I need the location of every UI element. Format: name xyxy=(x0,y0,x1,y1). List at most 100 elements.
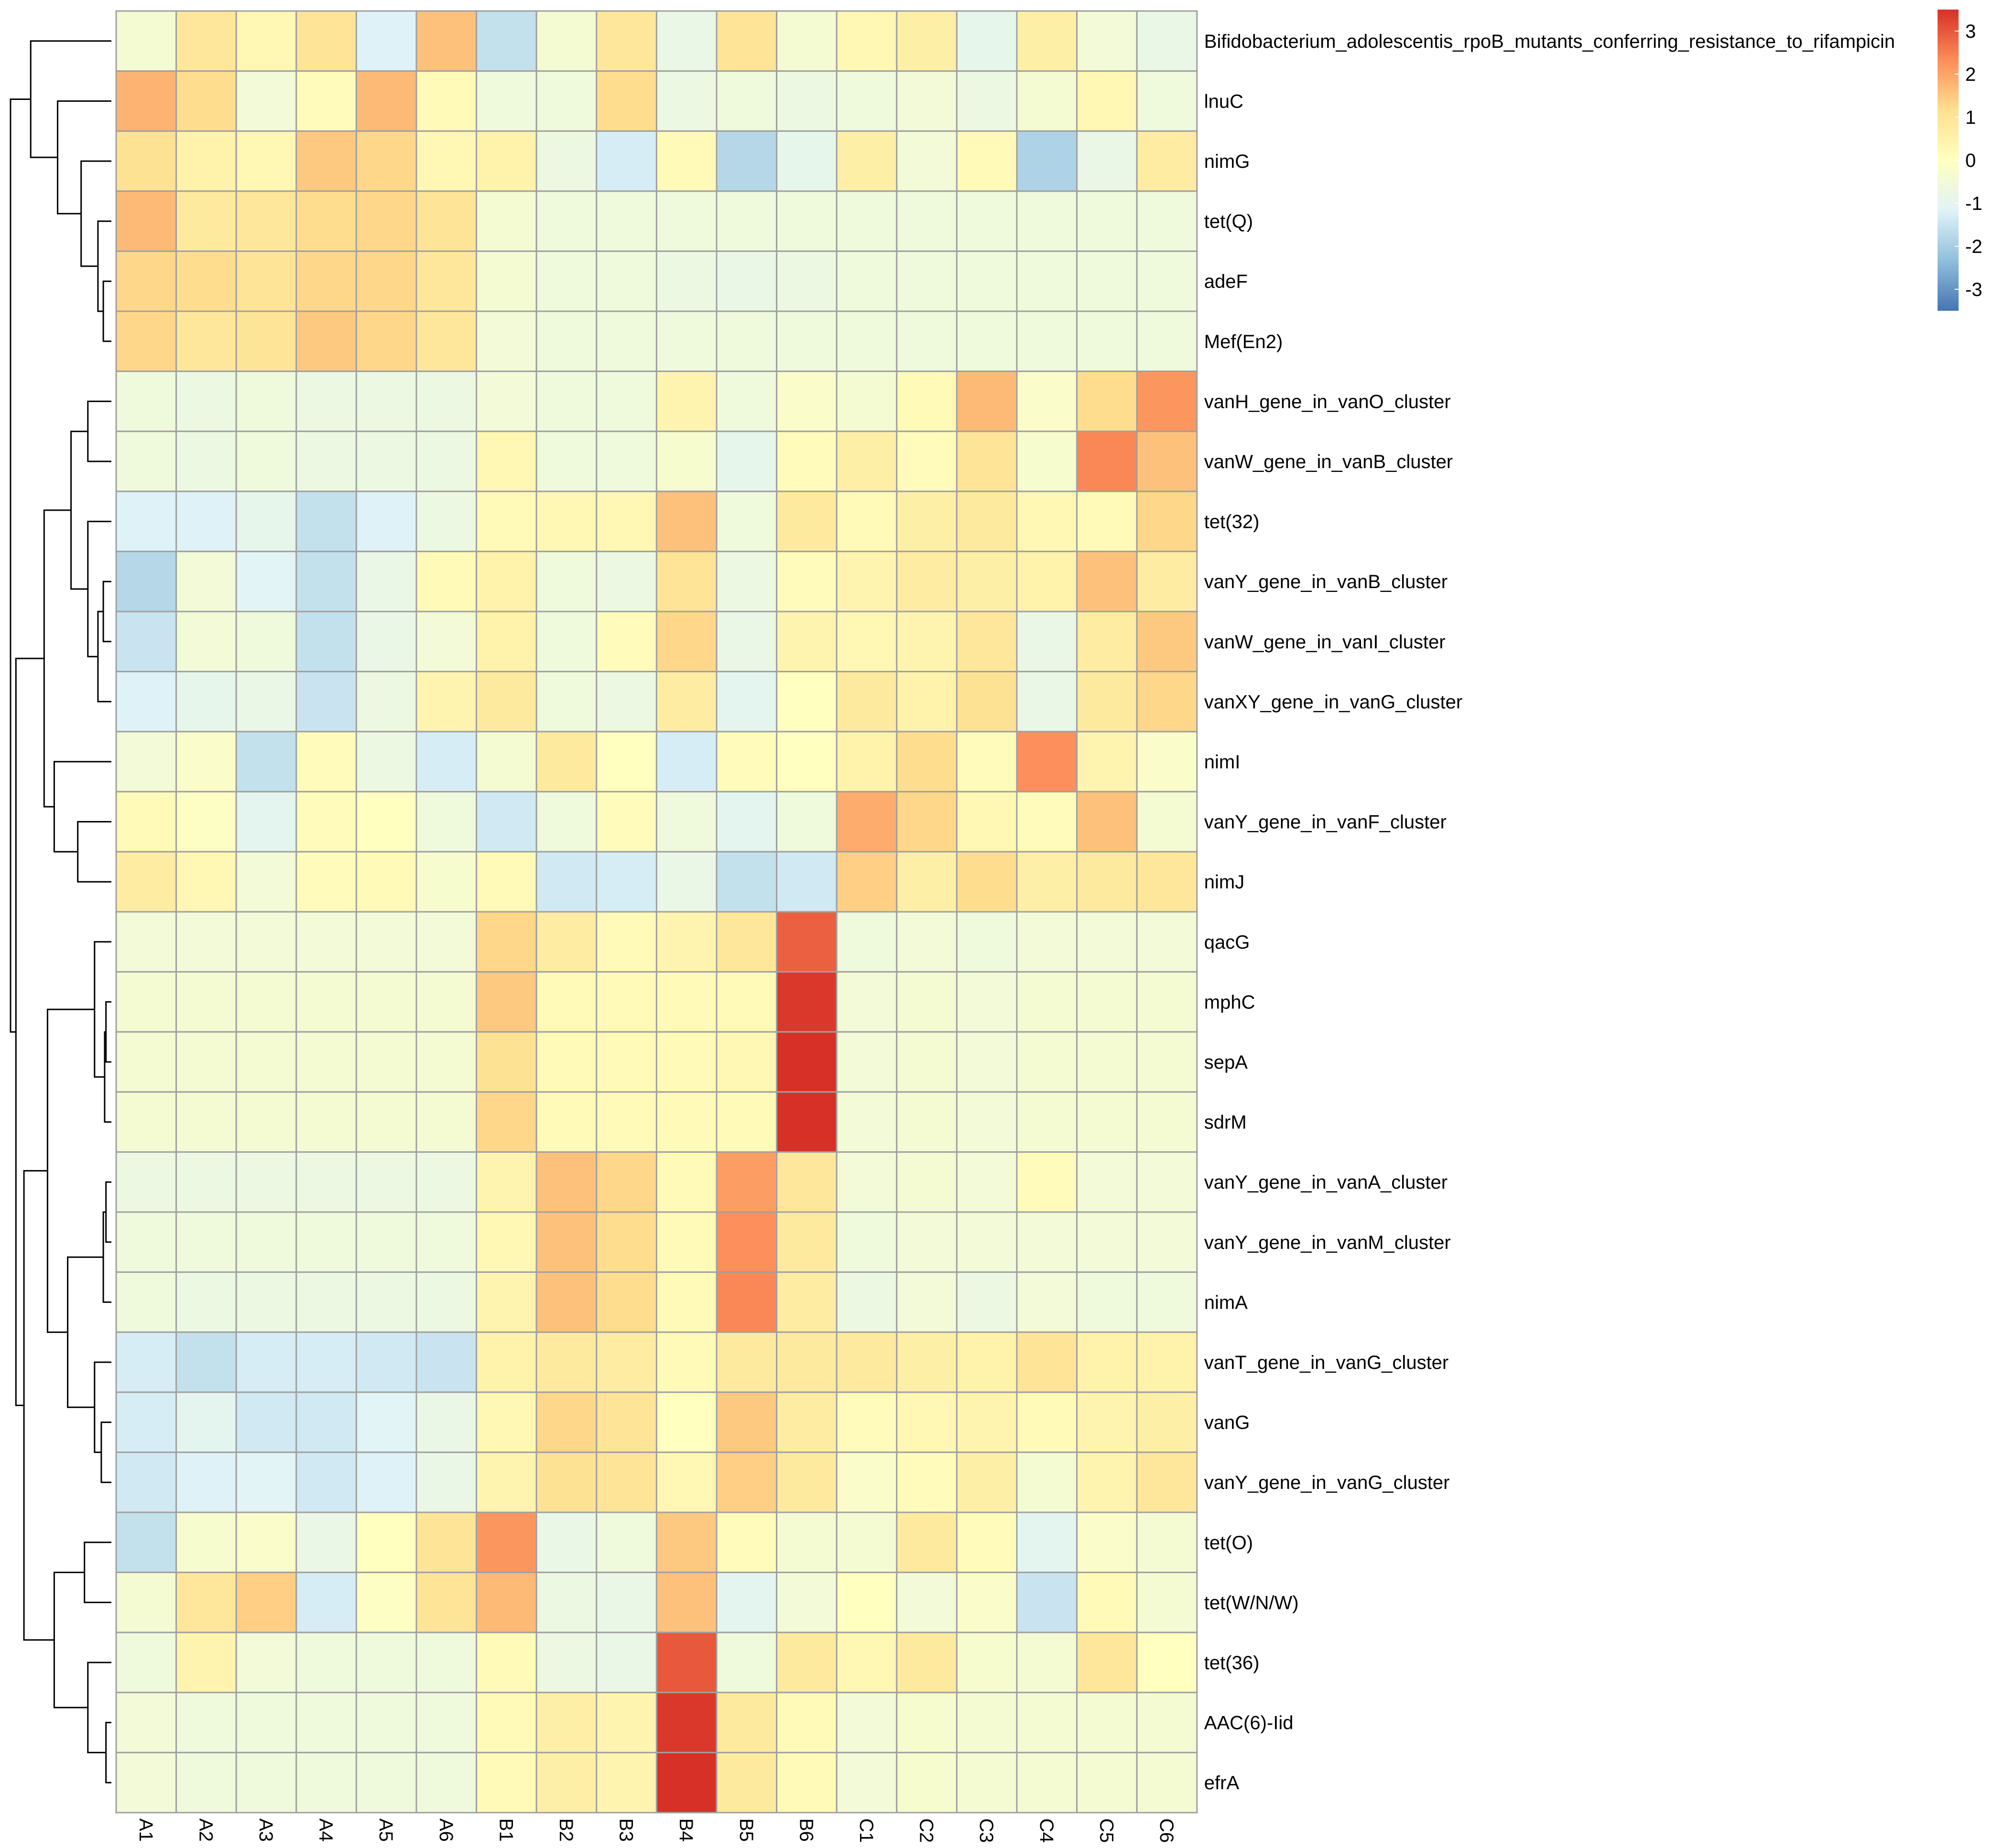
heatmap-cell xyxy=(776,310,838,372)
heatmap-cell xyxy=(655,1451,718,1513)
heatmap-cell xyxy=(476,190,537,252)
heatmap-cell xyxy=(1016,1331,1078,1393)
heatmap-cell xyxy=(956,1511,1018,1574)
heatmap-cell xyxy=(235,1151,297,1213)
heatmap-cell xyxy=(896,1391,958,1453)
heatmap-cell xyxy=(776,371,838,432)
heatmap-cell xyxy=(1136,1511,1198,1574)
heatmap-cell xyxy=(415,1631,478,1694)
heatmap-cell xyxy=(956,250,1018,312)
heatmap-cell xyxy=(655,550,718,612)
heatmap-cell xyxy=(295,911,357,973)
heatmap-cell xyxy=(415,611,478,673)
heatmap-cell xyxy=(596,190,657,252)
heatmap-cell xyxy=(115,971,177,1033)
heatmap-cell xyxy=(235,1031,297,1093)
heatmap-cell xyxy=(535,851,598,913)
heatmap-cell xyxy=(175,250,237,312)
heatmap-cell xyxy=(115,1631,177,1694)
heatmap-cell xyxy=(476,1751,537,1814)
heatmap-cell xyxy=(1076,1391,1138,1453)
heatmap-cell xyxy=(1136,70,1198,132)
heatmap-cell xyxy=(235,1211,297,1273)
heatmap-cell xyxy=(716,371,778,432)
heatmap-cell xyxy=(1016,1692,1078,1753)
heatmap-cell xyxy=(1016,611,1078,673)
heatmap-cell xyxy=(235,1692,297,1753)
column-label: A5 xyxy=(375,1818,396,1842)
heatmap-cell xyxy=(596,791,657,853)
heatmap-cell xyxy=(535,1751,598,1814)
heatmap-cell xyxy=(956,731,1018,793)
heatmap-cell xyxy=(1016,250,1078,312)
heatmap-cell xyxy=(596,1151,657,1213)
heatmap-cell xyxy=(295,10,357,72)
heatmap-cell xyxy=(476,1451,537,1513)
heatmap-cell xyxy=(295,1511,357,1574)
color-legend-ticks: 3 2 1 0 -1 -2 -3 xyxy=(1955,21,1982,300)
heatmap-cell xyxy=(776,1331,838,1393)
heatmap-cell xyxy=(836,491,898,552)
column-label: A6 xyxy=(436,1818,457,1842)
heatmap-cell xyxy=(415,911,478,973)
column-label: C4 xyxy=(1036,1818,1057,1843)
heatmap-cell xyxy=(1136,1631,1198,1694)
heatmap-cell xyxy=(1136,1391,1198,1453)
heatmap-cell xyxy=(535,1211,598,1273)
heatmap-cell xyxy=(716,1511,778,1574)
heatmap-cell xyxy=(415,70,478,132)
heatmap-cell xyxy=(415,1511,478,1574)
heatmap-cell xyxy=(535,1572,598,1633)
heatmap-cell xyxy=(655,1331,718,1393)
heatmap-cell xyxy=(1136,1151,1198,1213)
heatmap-cell xyxy=(596,130,657,192)
heatmap-cell xyxy=(896,611,958,673)
heatmap-cell xyxy=(535,1091,598,1153)
heatmap-cell xyxy=(1016,1572,1078,1633)
heatmap-cell xyxy=(956,851,1018,913)
heatmap-cell xyxy=(476,1692,537,1753)
heatmap-cell xyxy=(836,1031,898,1093)
heatmap-cell xyxy=(535,671,598,733)
heatmap-cell xyxy=(415,731,478,793)
heatmap-cell xyxy=(956,1091,1018,1153)
heatmap-cell xyxy=(655,971,718,1033)
heatmap-cell xyxy=(1136,130,1198,192)
heatmap-cell xyxy=(1136,671,1198,733)
heatmap-cell xyxy=(535,190,598,252)
dendrogram-branch xyxy=(80,160,111,267)
heatmap-cell xyxy=(355,130,417,192)
heatmap-cell xyxy=(836,611,898,673)
heatmap-cell xyxy=(1016,1211,1078,1273)
heatmap-cell xyxy=(896,250,958,312)
heatmap-cell xyxy=(115,550,177,612)
heatmap-cell xyxy=(596,250,657,312)
heatmap-cell xyxy=(1076,1091,1138,1153)
heatmap-cell xyxy=(115,190,177,252)
dendrogram-branch xyxy=(97,611,111,702)
heatmap-cell xyxy=(115,1692,177,1753)
heatmap-cell xyxy=(596,1451,657,1513)
row-label: sepA xyxy=(1204,1052,1248,1073)
heatmap-cell xyxy=(535,1391,598,1453)
heatmap-cell xyxy=(235,190,297,252)
heatmap-cell xyxy=(1136,1271,1198,1333)
heatmap-cell xyxy=(235,310,297,372)
heatmap-cell xyxy=(535,971,598,1033)
heatmap-cell xyxy=(896,371,958,432)
heatmap-cell xyxy=(836,791,898,853)
heatmap-cell xyxy=(776,971,838,1033)
row-label: tet(O) xyxy=(1204,1532,1253,1553)
column-label: C2 xyxy=(916,1818,937,1843)
heatmap-cell xyxy=(295,1091,357,1153)
heatmap-cell xyxy=(956,550,1018,612)
heatmap-cell xyxy=(596,371,657,432)
heatmap-cell xyxy=(235,371,297,432)
heatmap-cell xyxy=(776,10,838,72)
heatmap-cell xyxy=(175,371,237,432)
heatmap-cell xyxy=(415,971,478,1033)
dendrogram-branch xyxy=(94,941,111,1078)
heatmap-cell xyxy=(295,1211,357,1273)
row-label: vanH_gene_in_vanO_cluster xyxy=(1204,391,1451,412)
dendrogram-branch xyxy=(84,1542,111,1603)
